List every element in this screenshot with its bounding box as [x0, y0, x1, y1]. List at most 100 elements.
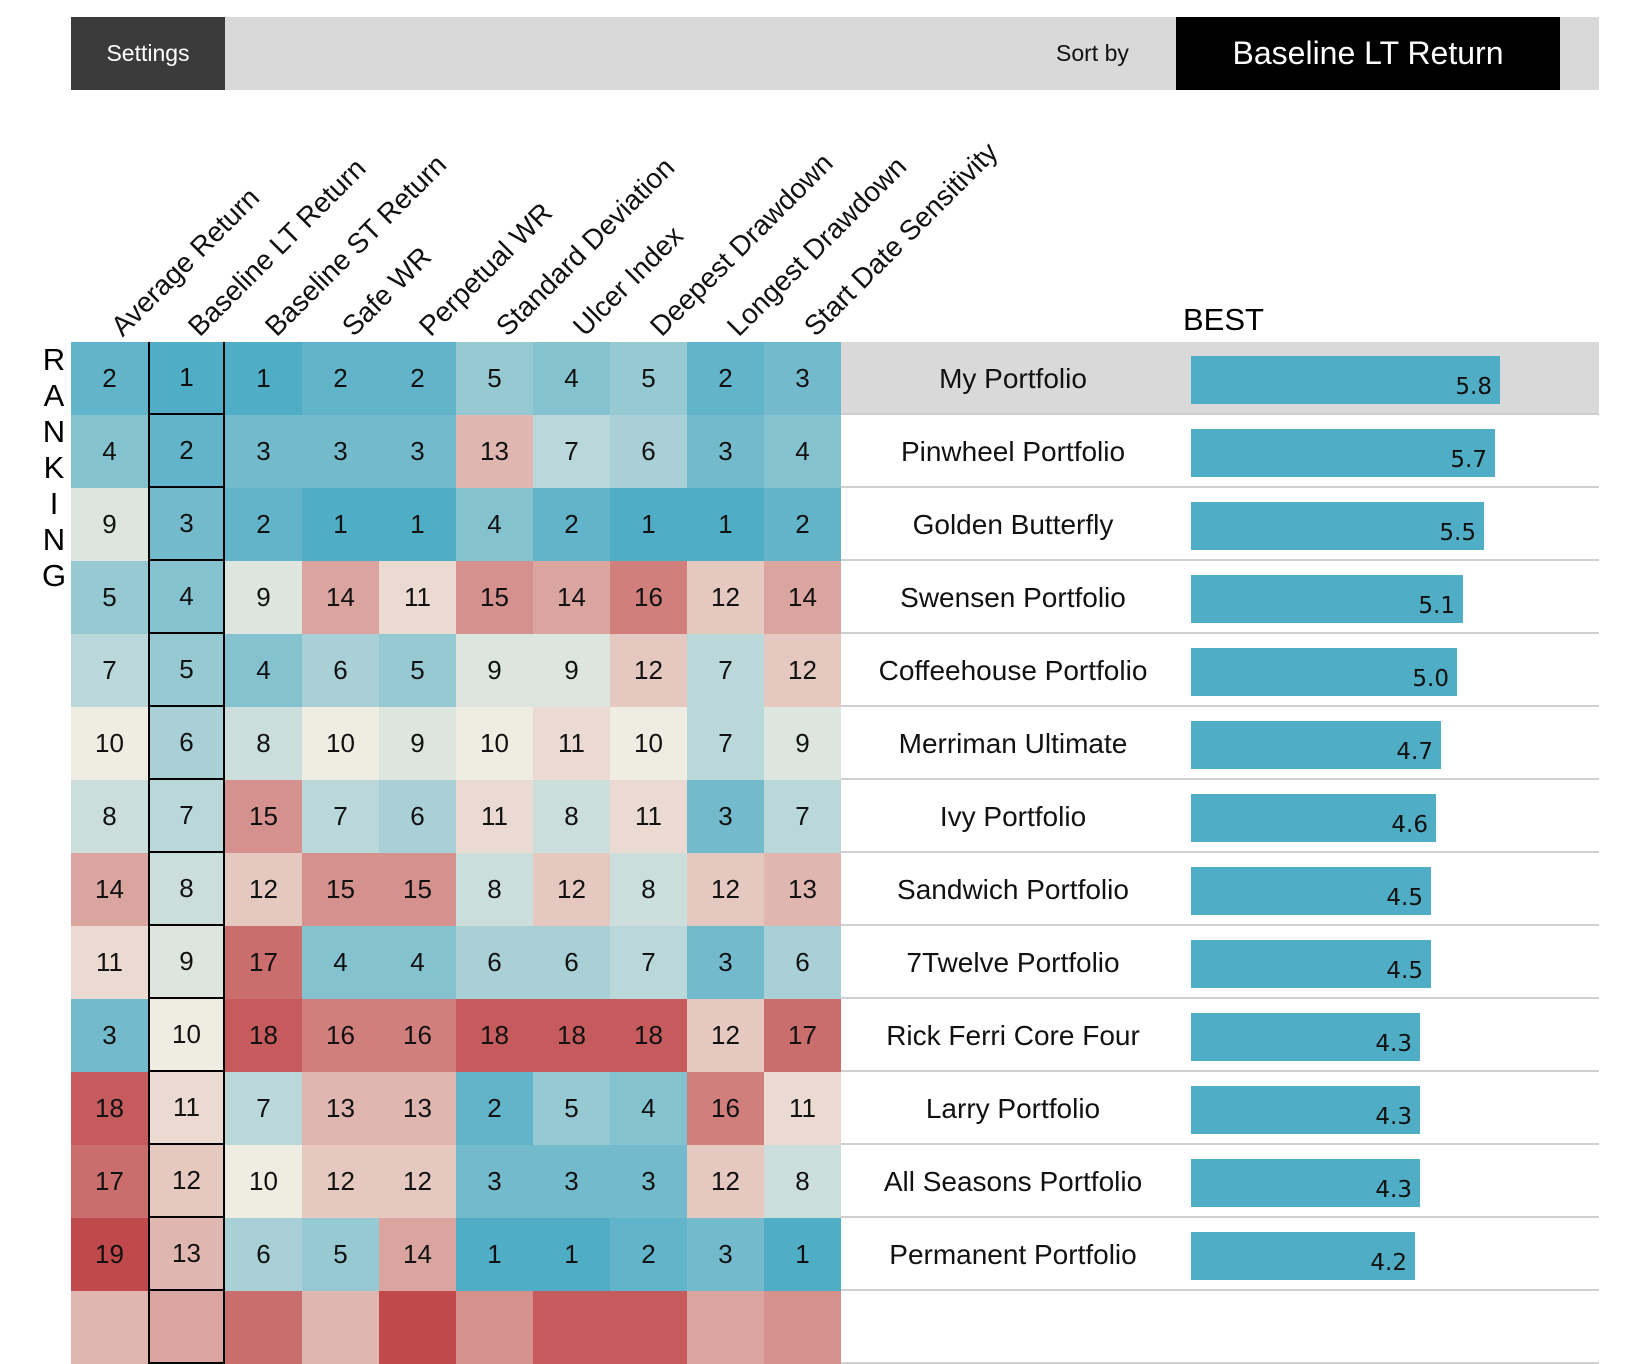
rank-cell — [302, 1291, 379, 1364]
table-row[interactable]: 7 5 4 6 5 9 9 12 7 12 Coffeehouse Portfolio 5.0 — [71, 634, 1599, 707]
portfolio-name[interactable]: All Seasons Portfolio — [883, 1165, 1143, 1197]
score-bar: 4.3 — [1191, 1159, 1420, 1207]
portfolio-name[interactable]: Coffeehouse Portfolio — [878, 654, 1148, 686]
portfolio-name[interactable]: Pinwheel Portfolio — [900, 435, 1126, 467]
rank-cell: 8 — [71, 780, 148, 853]
portfolio-name[interactable]: Ivy Portfolio — [939, 800, 1087, 832]
rank-cell: 7 — [687, 634, 764, 707]
table-row[interactable]: 4 2 3 3 3 13 7 6 3 4 Pinwheel Portfolio 5.7 — [71, 415, 1599, 488]
rank-cell: 18 — [71, 1072, 148, 1145]
table-row[interactable]: 11 9 17 4 4 6 6 7 3 6 7Twelve Portfolio 4.5 — [71, 926, 1599, 999]
sort-by-select[interactable]: Baseline LT Return — [1176, 17, 1560, 90]
table-row[interactable]: 5 4 9 14 11 15 14 16 12 14 Swensen Portfolio 5.1 — [71, 561, 1599, 634]
score-bar: 4.5 — [1191, 867, 1431, 915]
top-toolbar: Settings Sort by Baseline LT Return — [71, 17, 1599, 90]
rank-cell: 8 — [148, 853, 225, 926]
rank-cell: 17 — [225, 926, 302, 999]
rank-cell — [764, 1291, 841, 1364]
rank-cell: 1 — [687, 488, 764, 561]
rank-cell: 9 — [225, 561, 302, 634]
rank-cell: 18 — [533, 999, 610, 1072]
row-name-background — [838, 561, 1599, 634]
portfolio-name[interactable]: Larry Portfolio — [925, 1092, 1101, 1124]
portfolio-name[interactable]: 7Twelve Portfolio — [906, 946, 1120, 978]
rank-cell: 12 — [148, 1145, 225, 1218]
rank-cell: 12 — [687, 1145, 764, 1218]
rank-cell: 3 — [687, 1218, 764, 1291]
rank-cell: 2 — [533, 488, 610, 561]
rank-cell: 5 — [456, 342, 533, 415]
rank-cell: 1 — [225, 342, 302, 415]
table-row[interactable]: 18 11 7 13 13 2 5 4 16 11 Larry Portfolio 4.3 — [71, 1072, 1599, 1145]
rank-cell: 11 — [764, 1072, 841, 1145]
rank-cell: 14 — [764, 561, 841, 634]
rank-cell: 17 — [71, 1145, 148, 1218]
rank-cell: 6 — [148, 707, 225, 780]
rank-cell: 12 — [302, 1145, 379, 1218]
rank-cell — [148, 1291, 225, 1364]
rank-cell: 3 — [687, 780, 764, 853]
rank-cell: 6 — [610, 415, 687, 488]
rank-cell: 13 — [148, 1218, 225, 1291]
row-name-background — [838, 780, 1599, 853]
rank-cell: 8 — [610, 853, 687, 926]
table-row[interactable]: 8 7 15 7 6 11 8 11 3 7 Ivy Portfolio 4.6 — [71, 780, 1599, 853]
table-row[interactable]: 2 1 1 2 2 5 4 5 2 3 My Portfolio 5.8 — [71, 342, 1599, 415]
row-name-background — [838, 926, 1599, 999]
rank-cell: 12 — [687, 999, 764, 1072]
settings-button[interactable]: Settings — [71, 17, 225, 90]
table-row[interactable]: 19 13 6 5 14 1 1 2 3 1 Permanent Portfolio 4.2 — [71, 1218, 1599, 1291]
table-row[interactable]: 9 3 2 1 1 4 2 1 1 2 Golden Butterfly 5.5 — [71, 488, 1599, 561]
row-name-background — [838, 415, 1599, 488]
score-value: 4.3 — [1375, 1031, 1412, 1057]
rank-cell: 15 — [302, 853, 379, 926]
portfolio-name[interactable]: Swensen Portfolio — [900, 581, 1126, 613]
score-bar: 4.7 — [1191, 721, 1441, 769]
rank-cell: 16 — [610, 561, 687, 634]
rank-cell: 3 — [379, 415, 456, 488]
rank-cell: 5 — [533, 1072, 610, 1145]
score-bar: 5.8 — [1191, 356, 1500, 404]
rank-cell: 3 — [225, 415, 302, 488]
rank-cell: 9 — [456, 634, 533, 707]
table-row[interactable]: 3 10 18 16 16 18 18 18 12 17 Rick Ferri Core Four 4… — [71, 999, 1599, 1072]
ranking-letter: A — [43, 378, 65, 413]
rank-cell: 4 — [764, 415, 841, 488]
portfolio-name[interactable]: Golden Butterfly — [912, 508, 1114, 540]
rank-cell: 13 — [302, 1072, 379, 1145]
rank-cell: 1 — [764, 1218, 841, 1291]
rank-cell: 15 — [379, 853, 456, 926]
rank-cell: 16 — [302, 999, 379, 1072]
rank-cell: 2 — [764, 488, 841, 561]
rank-cell: 7 — [302, 780, 379, 853]
table-row[interactable]: 10 6 8 10 9 10 11 10 7 9 Merriman Ultimate 4.7 — [71, 707, 1599, 780]
rank-cell: 14 — [302, 561, 379, 634]
column-header: Perpetual WR — [413, 196, 559, 342]
row-name-background — [838, 1291, 1599, 1364]
rank-cell: 1 — [148, 342, 225, 415]
rank-cell: 18 — [456, 999, 533, 1072]
score-value: 4.5 — [1386, 885, 1423, 911]
rank-cell: 13 — [379, 1072, 456, 1145]
table-row[interactable]: 14 8 12 15 15 8 12 8 12 13 Sandwich Portfolio 4.5 — [71, 853, 1599, 926]
score-bar: 5.1 — [1191, 575, 1463, 623]
rank-cell: 2 — [302, 342, 379, 415]
rank-cell: 6 — [225, 1218, 302, 1291]
rank-cell: 2 — [71, 342, 148, 415]
ranking-letter: I — [49, 486, 59, 521]
rank-cell: 11 — [456, 780, 533, 853]
rank-cell — [71, 1291, 148, 1364]
rank-cell: 8 — [225, 707, 302, 780]
rank-cell: 15 — [225, 780, 302, 853]
portfolio-name[interactable]: My Portfolio — [939, 362, 1087, 394]
sort-by-label: Sort by — [1056, 40, 1129, 66]
score-bar: 5.7 — [1191, 429, 1495, 477]
portfolio-name[interactable]: Rick Ferri Core Four — [886, 1019, 1140, 1051]
score-value: 4.5 — [1386, 958, 1423, 984]
portfolio-name[interactable]: Permanent Portfolio — [889, 1238, 1137, 1270]
portfolio-name[interactable]: Merriman Ultimate — [898, 727, 1128, 759]
rank-cell: 2 — [456, 1072, 533, 1145]
table-row[interactable]: 17 12 10 12 12 3 3 3 12 8 All Seasons Portfolio 4.3 — [71, 1145, 1599, 1218]
portfolio-name[interactable]: Sandwich Portfolio — [897, 873, 1129, 905]
table-row[interactable] — [71, 1291, 1599, 1364]
